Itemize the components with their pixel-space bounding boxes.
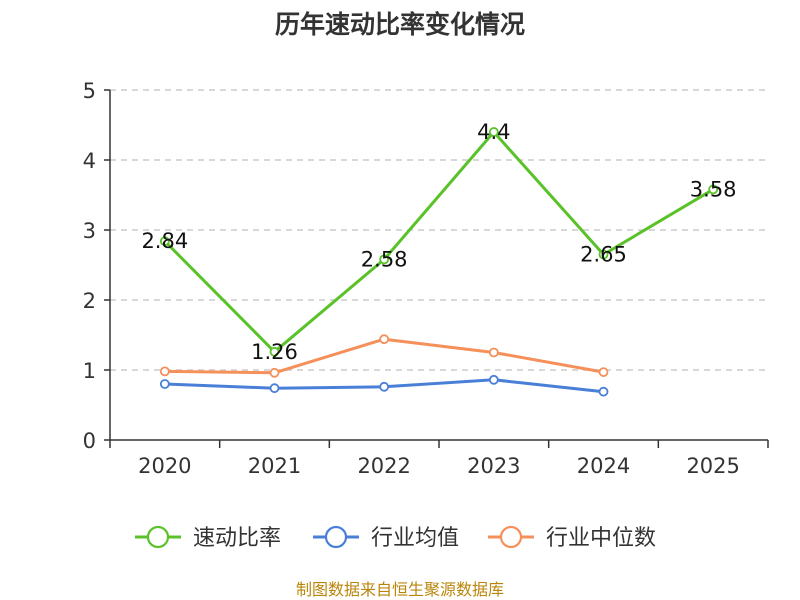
legend-label: 行业中位数 [546, 526, 656, 551]
series-line [164, 337, 604, 375]
data-point[interactable] [598, 367, 609, 378]
y-tick-label: 3 [83, 219, 96, 243]
legend-label: 行业均值 [371, 526, 459, 551]
data-point[interactable] [269, 346, 280, 357]
legend-item[interactable]: 行业均值 [313, 525, 459, 551]
data-labels: 2.84 1.26 2.58 4.4 2.65 3.58 [141, 120, 736, 364]
x-tick-label: 2025 [686, 454, 739, 478]
grid [110, 89, 768, 371]
y-tick-label: 0 [83, 429, 96, 453]
data-point[interactable] [488, 347, 499, 358]
x-tick-label: 2024 [577, 454, 630, 478]
data-point[interactable] [379, 254, 390, 265]
x-tick-label: 2022 [357, 454, 410, 478]
y-tick-label: 1 [83, 359, 96, 383]
legend-item[interactable]: 行业中位数 [488, 525, 656, 551]
axes: 0 1 2 3 4 5 2020 2021 2022 2023 2024 2025 [83, 79, 769, 478]
y-tick-label: 2 [83, 289, 96, 313]
source-note: 制图数据来自恒生聚源数据库 [296, 580, 504, 599]
legend-swatch-marker [499, 525, 523, 549]
data-point[interactable] [269, 367, 280, 378]
y-tick-label: 4 [83, 149, 96, 173]
data-label: 2.58 [361, 247, 408, 271]
legend-swatch-marker [146, 525, 170, 549]
data-point[interactable] [488, 127, 499, 137]
x-tick-label: 2023 [467, 454, 520, 478]
legend[interactable]: 速动比率 行业均值 行业中位数 [135, 525, 656, 551]
series-group [159, 127, 719, 397]
chart-title: 历年速动比率变化情况 [275, 10, 525, 39]
data-point[interactable] [159, 366, 170, 377]
legend-item[interactable]: 速动比率 [135, 525, 281, 551]
data-point[interactable] [708, 184, 719, 195]
x-tick-label: 2021 [248, 454, 301, 478]
data-label: 4.4 [477, 120, 510, 144]
data-point[interactable] [269, 383, 280, 394]
data-point[interactable] [598, 386, 609, 397]
data-point[interactable] [379, 334, 390, 345]
series-line [163, 130, 714, 354]
data-point[interactable] [379, 381, 390, 392]
data-label: 3.58 [690, 177, 737, 201]
data-label: 2.84 [141, 229, 188, 253]
data-point[interactable] [488, 374, 499, 385]
data-label: 1.26 [251, 340, 298, 364]
legend-label: 速动比率 [193, 526, 281, 551]
data-point[interactable] [159, 379, 170, 389]
legend-swatch-marker [324, 525, 348, 549]
data-label: 2.65 [580, 243, 627, 267]
x-tick-label: 2020 [138, 454, 191, 478]
y-tick-label: 5 [83, 79, 96, 103]
data-point[interactable] [159, 236, 170, 247]
data-point[interactable] [598, 249, 609, 260]
